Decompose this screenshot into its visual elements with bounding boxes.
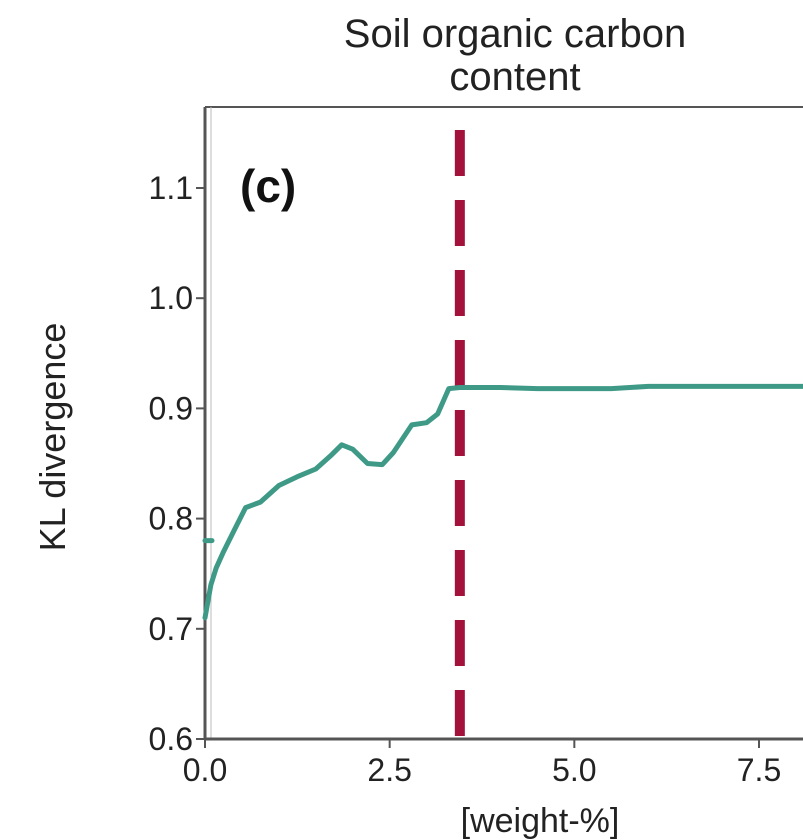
panel-label: (c)	[240, 160, 296, 212]
x-tick-label: 7.5	[737, 752, 781, 788]
chart-title-line-2: content	[449, 55, 580, 99]
x-tick-label: 5.0	[552, 752, 596, 788]
y-axis-ticks: 0.6 0.7 0.8 0.9 1.0 1.1	[149, 170, 205, 757]
y-tick-label: 1.0	[149, 280, 193, 316]
y-tick-label: 0.7	[149, 611, 193, 647]
y-tick-label: 0.8	[149, 501, 193, 537]
x-tick-label: 2.5	[367, 752, 411, 788]
y-axis-label: KL divergence	[32, 323, 73, 552]
chart-title-line-1: Soil organic carbon	[344, 12, 686, 56]
x-axis-label: [weight-%]	[461, 802, 620, 840]
y-tick-label: 1.1	[149, 170, 193, 206]
plot-marks	[202, 130, 803, 737]
x-tick-label: 0.0	[183, 752, 227, 788]
kl-divergence-line	[202, 383, 803, 621]
plot-frame	[203, 106, 803, 741]
y-tick-label: 0.6	[149, 721, 193, 757]
y-tick-label: 0.9	[149, 390, 193, 426]
x-axis-ticks: 0.0 2.5 5.0 7.5	[183, 739, 781, 788]
